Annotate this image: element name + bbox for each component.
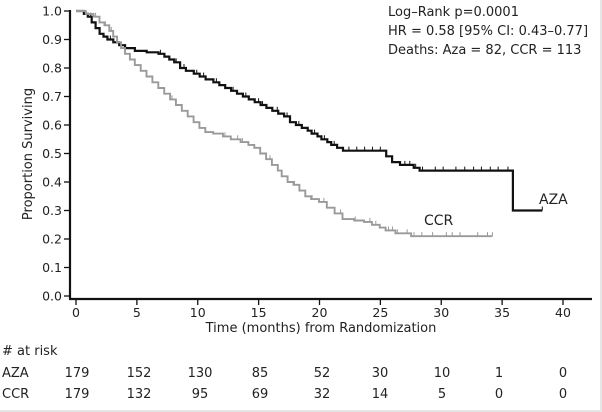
x-tick-label: 20 — [312, 305, 328, 320]
at-risk-value: 132 — [126, 387, 152, 402]
at-risk-value: 32 — [313, 387, 331, 402]
at-risk-header: # at risk — [2, 344, 58, 359]
y-tick-label: 0.8 — [42, 61, 62, 76]
x-axis-title: Time (months) from Randomization — [205, 321, 437, 336]
frame-border-bottom — [0, 410, 602, 412]
y-tick-label: 0.0 — [42, 289, 62, 304]
y-tick-label: 1.0 — [42, 4, 62, 19]
y-tick-label: 0.3 — [42, 203, 62, 218]
survival-curves — [76, 9, 543, 238]
y-tick-label: 0.4 — [42, 175, 62, 190]
x-tick-label: 5 — [133, 305, 141, 320]
y-tick-label: 0.7 — [42, 89, 62, 104]
at-risk-value: 0 — [494, 387, 504, 402]
at-risk-value: 52 — [313, 366, 331, 381]
deaths-annotation: Deaths: Aza = 82, CCR = 113 — [388, 43, 581, 58]
x-tick-label: 0 — [72, 305, 80, 320]
x-tick-label: 30 — [433, 305, 449, 320]
y-tick-label: 0.5 — [42, 146, 62, 161]
at-risk-value: 152 — [126, 366, 152, 381]
logrank-annotation: Log–Rank p=0.0001 — [388, 5, 519, 20]
x-tick-label: 40 — [555, 305, 571, 320]
km-survival-chart: 0.0 0.1 0.2 0.3 0.4 0.5 0.6 0.7 0.8 0.9 1.0 0 5 10 15 2… — [21, 4, 592, 336]
at-risk-value: 69 — [251, 387, 269, 402]
at-risk-value: 14 — [371, 387, 389, 402]
at-risk-row-ccr: CCR 179 132 95 69 32 14 5 0 0 — [0, 387, 602, 405]
at-risk-row-aza: AZA 179 152 130 85 52 30 10 1 0 — [0, 366, 602, 384]
at-risk-value: 0 — [558, 387, 568, 402]
at-risk-row-label: CCR — [2, 387, 30, 402]
y-tick-label: 0.1 — [42, 260, 62, 275]
at-risk-row-label: AZA — [2, 366, 29, 381]
chart-labels: Proportion Surviving Time (months) from … — [21, 5, 588, 336]
series-label-ccr: CCR — [424, 213, 454, 229]
frame-border-right — [600, 0, 602, 412]
at-risk-value: 10 — [433, 366, 451, 381]
x-tick-label: 25 — [372, 305, 388, 320]
hazard-ratio-annotation: HR = 0.58 [95% CI: 0.43–0.77] — [388, 24, 588, 39]
at-risk-value: 130 — [187, 366, 213, 381]
at-risk-value: 95 — [191, 387, 209, 402]
x-tick-label: 35 — [494, 305, 510, 320]
survival-curve-ccr — [76, 10, 493, 238]
at-risk-table: # at risk AZA 179 152 130 85 52 30 10 1 0 CCR 17… — [0, 344, 602, 410]
at-risk-value: 5 — [437, 387, 447, 402]
at-risk-value: 85 — [251, 366, 269, 381]
at-risk-value: 0 — [558, 366, 568, 381]
x-tick-label: 10 — [190, 305, 206, 320]
at-risk-value: 179 — [64, 366, 90, 381]
x-tick-label: 15 — [251, 305, 267, 320]
survival-curve-aza — [76, 9, 543, 212]
axes: 0.0 0.1 0.2 0.3 0.4 0.5 0.6 0.7 0.8 0.9 1.0 0 5 10 15 2… — [42, 4, 592, 320]
y-tick-label: 0.6 — [42, 118, 62, 133]
y-tick-label: 0.2 — [42, 232, 62, 247]
at-risk-value: 30 — [371, 366, 389, 381]
y-axis-title: Proportion Surviving — [21, 88, 36, 220]
series-label-aza: AZA — [539, 192, 568, 208]
at-risk-value: 179 — [64, 387, 90, 402]
at-risk-value: 1 — [494, 366, 504, 381]
y-tick-label: 0.9 — [42, 32, 62, 47]
